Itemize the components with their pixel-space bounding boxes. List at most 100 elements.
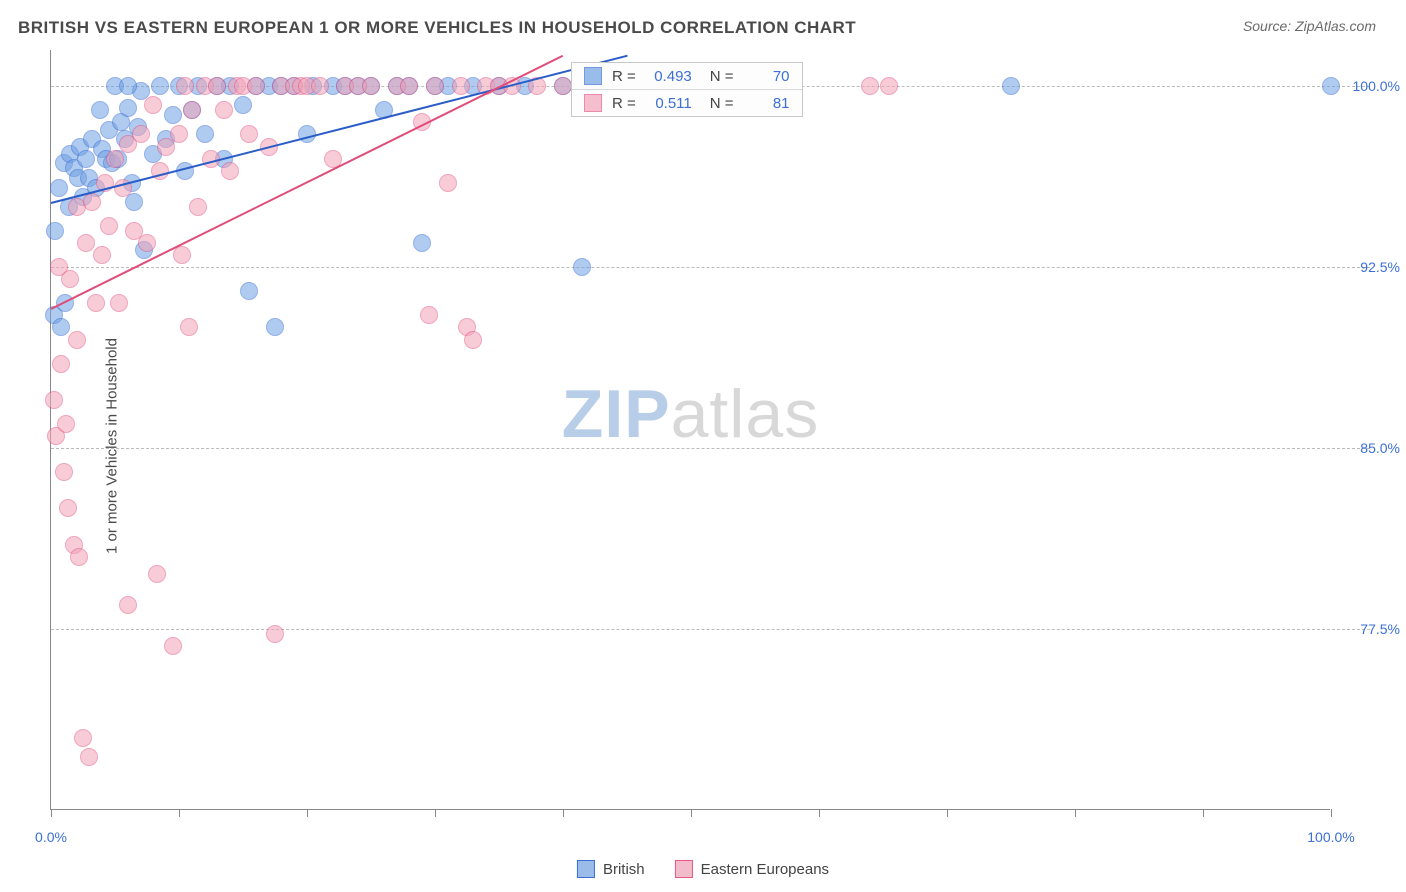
scatter-point bbox=[55, 463, 73, 481]
scatter-point bbox=[138, 234, 156, 252]
scatter-point bbox=[132, 125, 150, 143]
legend-swatch bbox=[577, 860, 595, 878]
scatter-point bbox=[234, 96, 252, 114]
scatter-point bbox=[189, 198, 207, 216]
scatter-point bbox=[148, 565, 166, 583]
x-tick bbox=[947, 809, 948, 817]
scatter-point bbox=[77, 150, 95, 168]
scatter-point bbox=[311, 77, 329, 95]
stat-row: R =0.511N =81 bbox=[572, 90, 802, 116]
y-tick-label: 85.0% bbox=[1340, 440, 1400, 456]
x-tick bbox=[51, 809, 52, 817]
scatter-point bbox=[93, 246, 111, 264]
scatter-point bbox=[125, 193, 143, 211]
scatter-point bbox=[362, 77, 380, 95]
scatter-point bbox=[151, 77, 169, 95]
watermark-zip: ZIP bbox=[562, 376, 671, 452]
scatter-point bbox=[61, 270, 79, 288]
scatter-point bbox=[110, 294, 128, 312]
scatter-point bbox=[100, 217, 118, 235]
scatter-point bbox=[240, 125, 258, 143]
x-tick bbox=[179, 809, 180, 817]
stat-n-value: 70 bbox=[744, 68, 790, 85]
stat-r-value: 0.493 bbox=[646, 68, 692, 85]
scatter-point bbox=[52, 318, 70, 336]
scatter-point bbox=[439, 174, 457, 192]
x-tick bbox=[307, 809, 308, 817]
gridline-h bbox=[51, 448, 1370, 449]
scatter-point bbox=[221, 162, 239, 180]
stat-row: R = 0.493 N = 70 bbox=[572, 63, 802, 90]
scatter-point bbox=[57, 415, 75, 433]
scatter-point bbox=[426, 77, 444, 95]
legend-label: British bbox=[603, 861, 645, 878]
y-tick-label: 100.0% bbox=[1340, 78, 1400, 94]
scatter-point bbox=[119, 99, 137, 117]
watermark-atlas: atlas bbox=[671, 376, 820, 452]
scatter-point bbox=[196, 125, 214, 143]
scatter-point bbox=[164, 637, 182, 655]
scatter-point bbox=[70, 548, 88, 566]
x-tick-label: 100.0% bbox=[1307, 829, 1354, 845]
y-tick-label: 92.5% bbox=[1340, 259, 1400, 275]
scatter-point bbox=[144, 96, 162, 114]
scatter-point bbox=[420, 306, 438, 324]
stat-r-label: R = bbox=[612, 95, 636, 112]
scatter-point bbox=[464, 331, 482, 349]
watermark: ZIPatlas bbox=[562, 375, 819, 453]
gridline-h bbox=[51, 629, 1370, 630]
scatter-point bbox=[50, 179, 68, 197]
scatter-point bbox=[215, 101, 233, 119]
y-tick-label: 77.5% bbox=[1340, 621, 1400, 637]
scatter-point bbox=[170, 125, 188, 143]
scatter-point bbox=[106, 150, 124, 168]
legend-swatch bbox=[675, 860, 693, 878]
scatter-point bbox=[240, 282, 258, 300]
scatter-point bbox=[573, 258, 591, 276]
x-tick bbox=[691, 809, 692, 817]
stat-box: R =0.493N =70R =0.511N =81 bbox=[571, 62, 803, 117]
series-swatch bbox=[584, 94, 602, 112]
x-tick bbox=[1075, 809, 1076, 817]
scatter-point bbox=[880, 77, 898, 95]
scatter-point bbox=[173, 246, 191, 264]
bottom-legend: British Eastern Europeans bbox=[577, 860, 829, 878]
chart-title: BRITISH VS EASTERN EUROPEAN 1 OR MORE VE… bbox=[18, 18, 856, 38]
stat-n-label: N = bbox=[710, 95, 734, 112]
stat-n-value: 81 bbox=[744, 95, 790, 112]
x-tick bbox=[1203, 809, 1204, 817]
legend-item: Eastern Europeans bbox=[675, 860, 829, 878]
scatter-point bbox=[119, 77, 137, 95]
scatter-point bbox=[247, 77, 265, 95]
scatter-point bbox=[1002, 77, 1020, 95]
scatter-point bbox=[119, 596, 137, 614]
stat-r-label: R = bbox=[612, 68, 636, 85]
legend-label: Eastern Europeans bbox=[701, 861, 829, 878]
scatter-point bbox=[68, 331, 86, 349]
x-tick bbox=[819, 809, 820, 817]
series-swatch bbox=[584, 67, 602, 85]
scatter-point bbox=[45, 391, 63, 409]
stat-n-label: N = bbox=[710, 68, 734, 85]
scatter-point bbox=[180, 318, 198, 336]
scatter-point bbox=[59, 499, 77, 517]
scatter-point bbox=[1322, 77, 1340, 95]
scatter-plot: ZIPatlas 77.5%85.0%92.5%100.0%0.0%100.0%… bbox=[50, 50, 1330, 810]
x-tick bbox=[1331, 809, 1332, 817]
scatter-point bbox=[52, 355, 70, 373]
scatter-point bbox=[413, 234, 431, 252]
scatter-point bbox=[87, 294, 105, 312]
scatter-point bbox=[91, 101, 109, 119]
x-tick-label: 0.0% bbox=[35, 829, 67, 845]
scatter-point bbox=[164, 106, 182, 124]
scatter-point bbox=[80, 748, 98, 766]
x-tick bbox=[435, 809, 436, 817]
scatter-point bbox=[74, 729, 92, 747]
scatter-point bbox=[83, 193, 101, 211]
scatter-point bbox=[46, 222, 64, 240]
scatter-point bbox=[183, 101, 201, 119]
gridline-h bbox=[51, 267, 1370, 268]
scatter-point bbox=[554, 77, 572, 95]
scatter-point bbox=[176, 77, 194, 95]
source-credit: Source: ZipAtlas.com bbox=[1243, 18, 1376, 34]
